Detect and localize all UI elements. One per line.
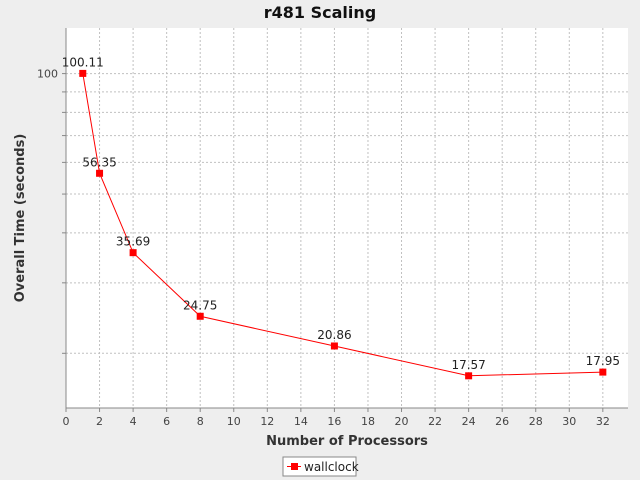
x-tick-label: 14 [294, 415, 308, 428]
x-tick-label: 30 [562, 415, 576, 428]
data-point [79, 69, 87, 77]
legend: wallclock [282, 456, 359, 477]
data-point [599, 368, 607, 376]
x-tick-label: 8 [197, 415, 204, 428]
data-label: 24.75 [183, 298, 217, 312]
data-label-layer: 100.11 56.35 35.69 24.75 20.86 17.57 17.95 [62, 55, 620, 371]
x-tick-label: 0 [63, 415, 70, 428]
x-axis-title: Number of Processors [266, 434, 428, 449]
x-tick-label: 12 [260, 415, 274, 428]
data-point [465, 372, 473, 380]
series-layer [79, 69, 607, 380]
x-tick-label: 24 [462, 415, 476, 428]
data-label: 35.69 [116, 235, 150, 249]
legend-series-label: wallclock [304, 460, 359, 474]
legend-box [282, 456, 357, 477]
x-tick-label: 20 [395, 415, 409, 428]
x-tick-label: 28 [529, 415, 543, 428]
x-tick-label: 16 [327, 415, 341, 428]
x-tick-label: 10 [227, 415, 241, 428]
data-point [196, 312, 204, 320]
chart-title: r481 Scaling [264, 3, 376, 22]
x-tick-label: 22 [428, 415, 442, 428]
data-label: 17.95 [586, 354, 620, 368]
x-tick-label: 6 [163, 415, 170, 428]
x-tick-label: 4 [130, 415, 137, 428]
data-point [96, 169, 104, 177]
plot-area [66, 28, 628, 408]
x-tick-label: 18 [361, 415, 375, 428]
grid-layer [65, 28, 628, 408]
y-axis-title: Overall Time (seconds) [13, 134, 28, 303]
data-label: 100.11 [62, 55, 104, 69]
x-tick-label: 32 [596, 415, 610, 428]
data-point [129, 249, 137, 257]
data-label: 20.86 [317, 328, 351, 342]
x-tick-label: 26 [495, 415, 509, 428]
x-tick-label: 2 [96, 415, 103, 428]
data-point [330, 342, 338, 350]
y-tick-label: 100 [37, 68, 58, 81]
legend-series-marker [291, 463, 298, 470]
data-label: 56.35 [82, 155, 116, 169]
data-label: 17.57 [451, 358, 485, 372]
